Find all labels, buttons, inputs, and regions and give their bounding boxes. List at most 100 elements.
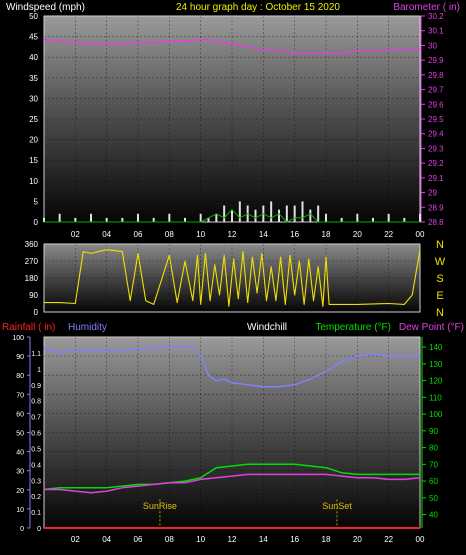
temperature-tick-label: 130 — [429, 360, 443, 369]
temperature-tick-label: 140 — [429, 343, 443, 352]
direction-tick-label: 270 — [25, 257, 39, 266]
humidity-tick-label: 50 — [16, 431, 24, 438]
direction-panel-frame — [43, 243, 421, 313]
rainfall-tick-label: 0.6 — [31, 431, 41, 438]
time-tick-label: 18 — [322, 535, 331, 544]
temperature-tick-label: 70 — [429, 460, 438, 469]
temperature-tick-label: 90 — [429, 427, 438, 436]
barometer-tick-label: 28.8 — [428, 218, 444, 227]
compass-label: W — [435, 256, 446, 268]
dew-point-line — [44, 473, 421, 494]
humidity-label: Humidity — [68, 322, 107, 333]
barometer-tick-label: 29 — [428, 189, 437, 198]
time-tick-label: 16 — [290, 230, 299, 239]
dewpoint-label: Dew Point (°F) — [399, 322, 464, 333]
barometer-tick-label: 29.8 — [428, 71, 444, 80]
rainfall-tick-label: 1 — [37, 367, 41, 374]
temperature-axis: 40 50 60 70 80 90 100 110 120 130 140 — [422, 343, 443, 520]
time-tick-label: 14 — [259, 230, 268, 239]
time-tick-label: 14 — [259, 535, 268, 544]
humidity-tick-label: 100 — [12, 335, 24, 342]
barometer-tick-label: 29.5 — [428, 115, 444, 124]
direction-tick-label: 180 — [25, 274, 39, 283]
barometer-tick-label: 30 — [428, 41, 437, 50]
barometer-tick-label: 29.3 — [428, 144, 444, 153]
temperature-line — [43, 463, 420, 491]
header-title: 24 hour graph day : October 15 2020 — [176, 2, 340, 13]
wind-panel-series — [43, 38, 421, 223]
humidity-tick-label: 0 — [20, 526, 24, 533]
wind-tick-label: 30 — [29, 94, 38, 103]
wind-gust-line — [44, 209, 420, 223]
time-tick-label: 02 — [71, 535, 80, 544]
wind-tick-label: 40 — [29, 53, 38, 62]
temperature-tick-label: 120 — [429, 377, 443, 386]
direction-degree-axis: 0 90 180 270 360 — [25, 240, 39, 317]
wind-panel-grid — [44, 16, 420, 222]
header-right-label: Barometer ( in) — [393, 2, 460, 13]
sun-annotations: SunRise SunSet — [143, 499, 352, 528]
wind-tick-label: 35 — [29, 74, 38, 83]
compass-label: N — [436, 239, 444, 251]
temp-panel-series — [43, 345, 421, 529]
direction-tick-label: 360 — [25, 240, 39, 249]
time-tick-label: 06 — [134, 230, 143, 239]
wind-tick-label: 25 — [29, 115, 38, 124]
compass-label: S — [436, 273, 443, 285]
time-tick-label: 22 — [384, 230, 393, 239]
temperature-label: Temperature (°F) — [315, 322, 391, 333]
wind-tick-label: 45 — [29, 33, 38, 42]
time-tick-label: 10 — [196, 535, 205, 544]
sun-marker-label: SunSet — [322, 501, 352, 511]
time-tick-label: 12 — [228, 535, 237, 544]
barometer-tick-label: 28.9 — [428, 203, 444, 212]
time-tick-label: 16 — [290, 535, 299, 544]
temperature-tick-label: 100 — [429, 410, 443, 419]
time-tick-label: 18 — [322, 230, 331, 239]
direction-tick-label: 90 — [29, 291, 38, 300]
time-tick-label: 10 — [196, 230, 205, 239]
time-tick-label: 22 — [384, 535, 393, 544]
humidity-tick-label: 90 — [16, 354, 24, 361]
rainfall-tick-label: 0.5 — [31, 446, 41, 453]
rainfall-tick-label: 1.1 — [31, 351, 41, 358]
humidity-tick-label: 20 — [16, 488, 24, 495]
wind-speed-axis: 0 5 10 15 20 25 30 35 40 45 50 — [29, 12, 38, 227]
wind-tick-label: 20 — [29, 136, 38, 145]
rainfall-tick-label: 0.3 — [31, 478, 41, 485]
time-tick-label: 00 — [416, 535, 425, 544]
rainfall-label: Rainfall ( in) — [2, 322, 55, 333]
wind-time-axis: 02 04 06 08 10 12 14 16 18 20 22 00 — [71, 230, 425, 239]
rainfall-tick-label: 0.9 — [31, 383, 41, 390]
direction-tick-label: 0 — [34, 308, 39, 317]
rainfall-tick-label: 0.4 — [31, 462, 41, 469]
humidity-tick-label: 60 — [16, 411, 24, 418]
header-left-label: Windspeed (mph) — [6, 2, 85, 13]
time-tick-label: 08 — [165, 230, 174, 239]
barometer-tick-label: 29.9 — [428, 56, 444, 65]
barometer-tick-label: 30.1 — [428, 27, 444, 36]
rainfall-tick-label: 0.8 — [31, 399, 41, 406]
humidity-axis: 0 10 20 30 40 50 60 70 80 90 100 — [12, 335, 30, 533]
wind-tick-label: 50 — [29, 12, 38, 21]
wind-tick-label: 5 — [34, 197, 39, 206]
compass-label: N — [436, 307, 444, 319]
time-tick-label: 20 — [353, 535, 362, 544]
direction-series — [44, 249, 421, 307]
humidity-tick-label: 80 — [16, 373, 24, 380]
wind-tick-label: 0 — [34, 218, 39, 227]
barometer-tick-label: 29.7 — [428, 86, 444, 95]
rainfall-tick-label: 0.1 — [31, 510, 41, 517]
humidity-tick-label: 70 — [16, 392, 24, 399]
time-tick-label: 04 — [102, 535, 111, 544]
wind-direction-line — [44, 249, 421, 307]
barometer-tick-label: 29.1 — [428, 174, 444, 183]
time-tick-label: 12 — [228, 230, 237, 239]
time-tick-label: 02 — [71, 230, 80, 239]
compass-label: E — [436, 290, 443, 302]
temperature-tick-label: 80 — [429, 444, 438, 453]
temperature-tick-label: 40 — [429, 511, 438, 520]
rainfall-axis: 0 0.1 0.2 0.3 0.4 0.5 0.6 0.7 0.8 0.9 1 1.1 — [31, 351, 41, 533]
